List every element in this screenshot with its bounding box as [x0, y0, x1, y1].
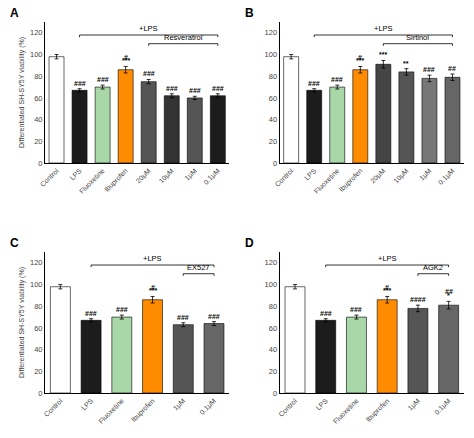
- svg-text:LPS: LPS: [303, 167, 318, 182]
- svg-text:20μM: 20μM: [369, 167, 387, 185]
- svg-text:Control: Control: [277, 397, 298, 418]
- svg-text:B: B: [245, 6, 254, 20]
- svg-text:20: 20: [269, 137, 277, 146]
- svg-text:Fluoxetine: Fluoxetine: [78, 167, 106, 195]
- svg-text:C: C: [10, 236, 19, 250]
- svg-text:###: ###: [208, 313, 220, 320]
- svg-text:1μM: 1μM: [183, 167, 199, 183]
- svg-text:40: 40: [269, 115, 277, 124]
- svg-text:###: ###: [331, 76, 343, 83]
- svg-text:###: ###: [143, 70, 155, 77]
- svg-text:120: 120: [265, 258, 278, 267]
- svg-text:###: ###: [177, 314, 189, 321]
- svg-text:0: 0: [38, 159, 42, 168]
- svg-text:100: 100: [265, 50, 278, 59]
- svg-text:###: ###: [74, 80, 86, 87]
- svg-text:#: #: [124, 54, 128, 61]
- svg-text:1μM: 1μM: [418, 167, 434, 183]
- svg-text:60: 60: [34, 94, 42, 103]
- svg-text:##: ##: [445, 288, 453, 295]
- svg-text:Fluoxetine: Fluoxetine: [332, 397, 360, 425]
- svg-text:###: ###: [350, 306, 362, 313]
- svg-text:0.1μM: 0.1μM: [437, 167, 457, 187]
- svg-text:60: 60: [269, 94, 277, 103]
- svg-text:Ibuprofen: Ibuprofen: [130, 397, 157, 424]
- svg-text:Ibuprofen: Ibuprofen: [364, 397, 391, 424]
- svg-text:10μM: 10μM: [157, 167, 175, 185]
- svg-text:120: 120: [265, 28, 278, 37]
- svg-text:10μM: 10μM: [392, 167, 410, 185]
- svg-text:LPS: LPS: [80, 397, 95, 412]
- svg-text:Control: Control: [39, 167, 60, 188]
- svg-text:A: A: [10, 6, 19, 20]
- svg-text:LPS: LPS: [68, 167, 83, 182]
- svg-text:20: 20: [34, 367, 42, 376]
- svg-text:###: ###: [116, 306, 128, 313]
- svg-text:#: #: [385, 284, 389, 291]
- svg-text:40: 40: [34, 345, 42, 354]
- svg-text:Sirtinol: Sirtinol: [406, 33, 429, 42]
- svg-text:EX527: EX527: [187, 263, 210, 272]
- svg-text:#: #: [358, 54, 362, 61]
- svg-text:Fluoxetine: Fluoxetine: [97, 397, 125, 425]
- svg-text:Differentiated SH-SY5Y viabili: Differentiated SH-SY5Y viability (%): [18, 267, 26, 378]
- svg-text:80: 80: [269, 302, 277, 311]
- svg-text:100: 100: [30, 280, 43, 289]
- svg-text:##: ##: [448, 65, 456, 72]
- svg-text:0.1μM: 0.1μM: [202, 167, 222, 187]
- svg-text:0: 0: [273, 159, 277, 168]
- svg-text:Control: Control: [273, 167, 294, 188]
- svg-text:80: 80: [269, 72, 277, 81]
- svg-text:0: 0: [273, 389, 277, 398]
- svg-text:120: 120: [30, 258, 43, 267]
- svg-text:###: ###: [85, 310, 97, 317]
- svg-text:AGK2: AGK2: [423, 263, 443, 272]
- svg-text:###: ###: [308, 80, 320, 87]
- svg-text:Control: Control: [43, 397, 64, 418]
- svg-text:###: ###: [189, 87, 201, 94]
- svg-text:20μM: 20μM: [134, 167, 152, 185]
- svg-text:*: *: [447, 292, 450, 299]
- svg-text:1μM: 1μM: [406, 397, 422, 413]
- svg-text:40: 40: [269, 345, 277, 354]
- svg-text:+LPS: +LPS: [139, 24, 158, 33]
- svg-text:D: D: [245, 236, 254, 250]
- svg-text:+LPS: +LPS: [378, 254, 397, 263]
- svg-text:100: 100: [265, 280, 278, 289]
- svg-text:60: 60: [34, 324, 42, 333]
- svg-text:***: ***: [356, 57, 364, 64]
- svg-text:###: ###: [166, 85, 178, 92]
- svg-text:+LPS: +LPS: [374, 24, 393, 33]
- svg-text:###: ###: [320, 310, 332, 317]
- svg-text:#: #: [151, 284, 155, 291]
- svg-text:Ibuprofen: Ibuprofen: [338, 167, 365, 194]
- svg-text:Differentiated SH-SY5Y viabili: Differentiated SH-SY5Y viability (%): [18, 37, 26, 148]
- svg-text:80: 80: [34, 72, 42, 81]
- svg-text:**: **: [403, 60, 409, 67]
- svg-text:20: 20: [34, 137, 42, 146]
- svg-text:###: ###: [212, 85, 224, 92]
- svg-text:***: ***: [149, 287, 157, 294]
- svg-text:120: 120: [30, 28, 43, 37]
- svg-text:1μM: 1μM: [172, 397, 188, 413]
- svg-text:60: 60: [269, 324, 277, 333]
- svg-text:100: 100: [30, 50, 43, 59]
- svg-text:LPS: LPS: [315, 397, 330, 412]
- svg-text:0.1μM: 0.1μM: [198, 397, 218, 417]
- svg-text:+LPS: +LPS: [143, 254, 162, 263]
- svg-text:***: ***: [379, 51, 387, 58]
- svg-text:***: ***: [383, 287, 391, 294]
- svg-text:Fluoxetine: Fluoxetine: [313, 167, 341, 195]
- svg-text:0: 0: [38, 389, 42, 398]
- svg-text:80: 80: [34, 302, 42, 311]
- svg-text:###: ###: [423, 66, 435, 73]
- svg-text:Ibuprofen: Ibuprofen: [103, 167, 130, 194]
- svg-text:Resveratrol: Resveratrol: [164, 33, 203, 42]
- svg-text:40: 40: [34, 115, 42, 124]
- svg-text:***: ***: [122, 57, 130, 64]
- svg-text:####: ####: [410, 296, 426, 303]
- svg-text:###: ###: [97, 76, 109, 83]
- svg-text:0.1μM: 0.1μM: [433, 397, 453, 417]
- svg-text:20: 20: [269, 367, 277, 376]
